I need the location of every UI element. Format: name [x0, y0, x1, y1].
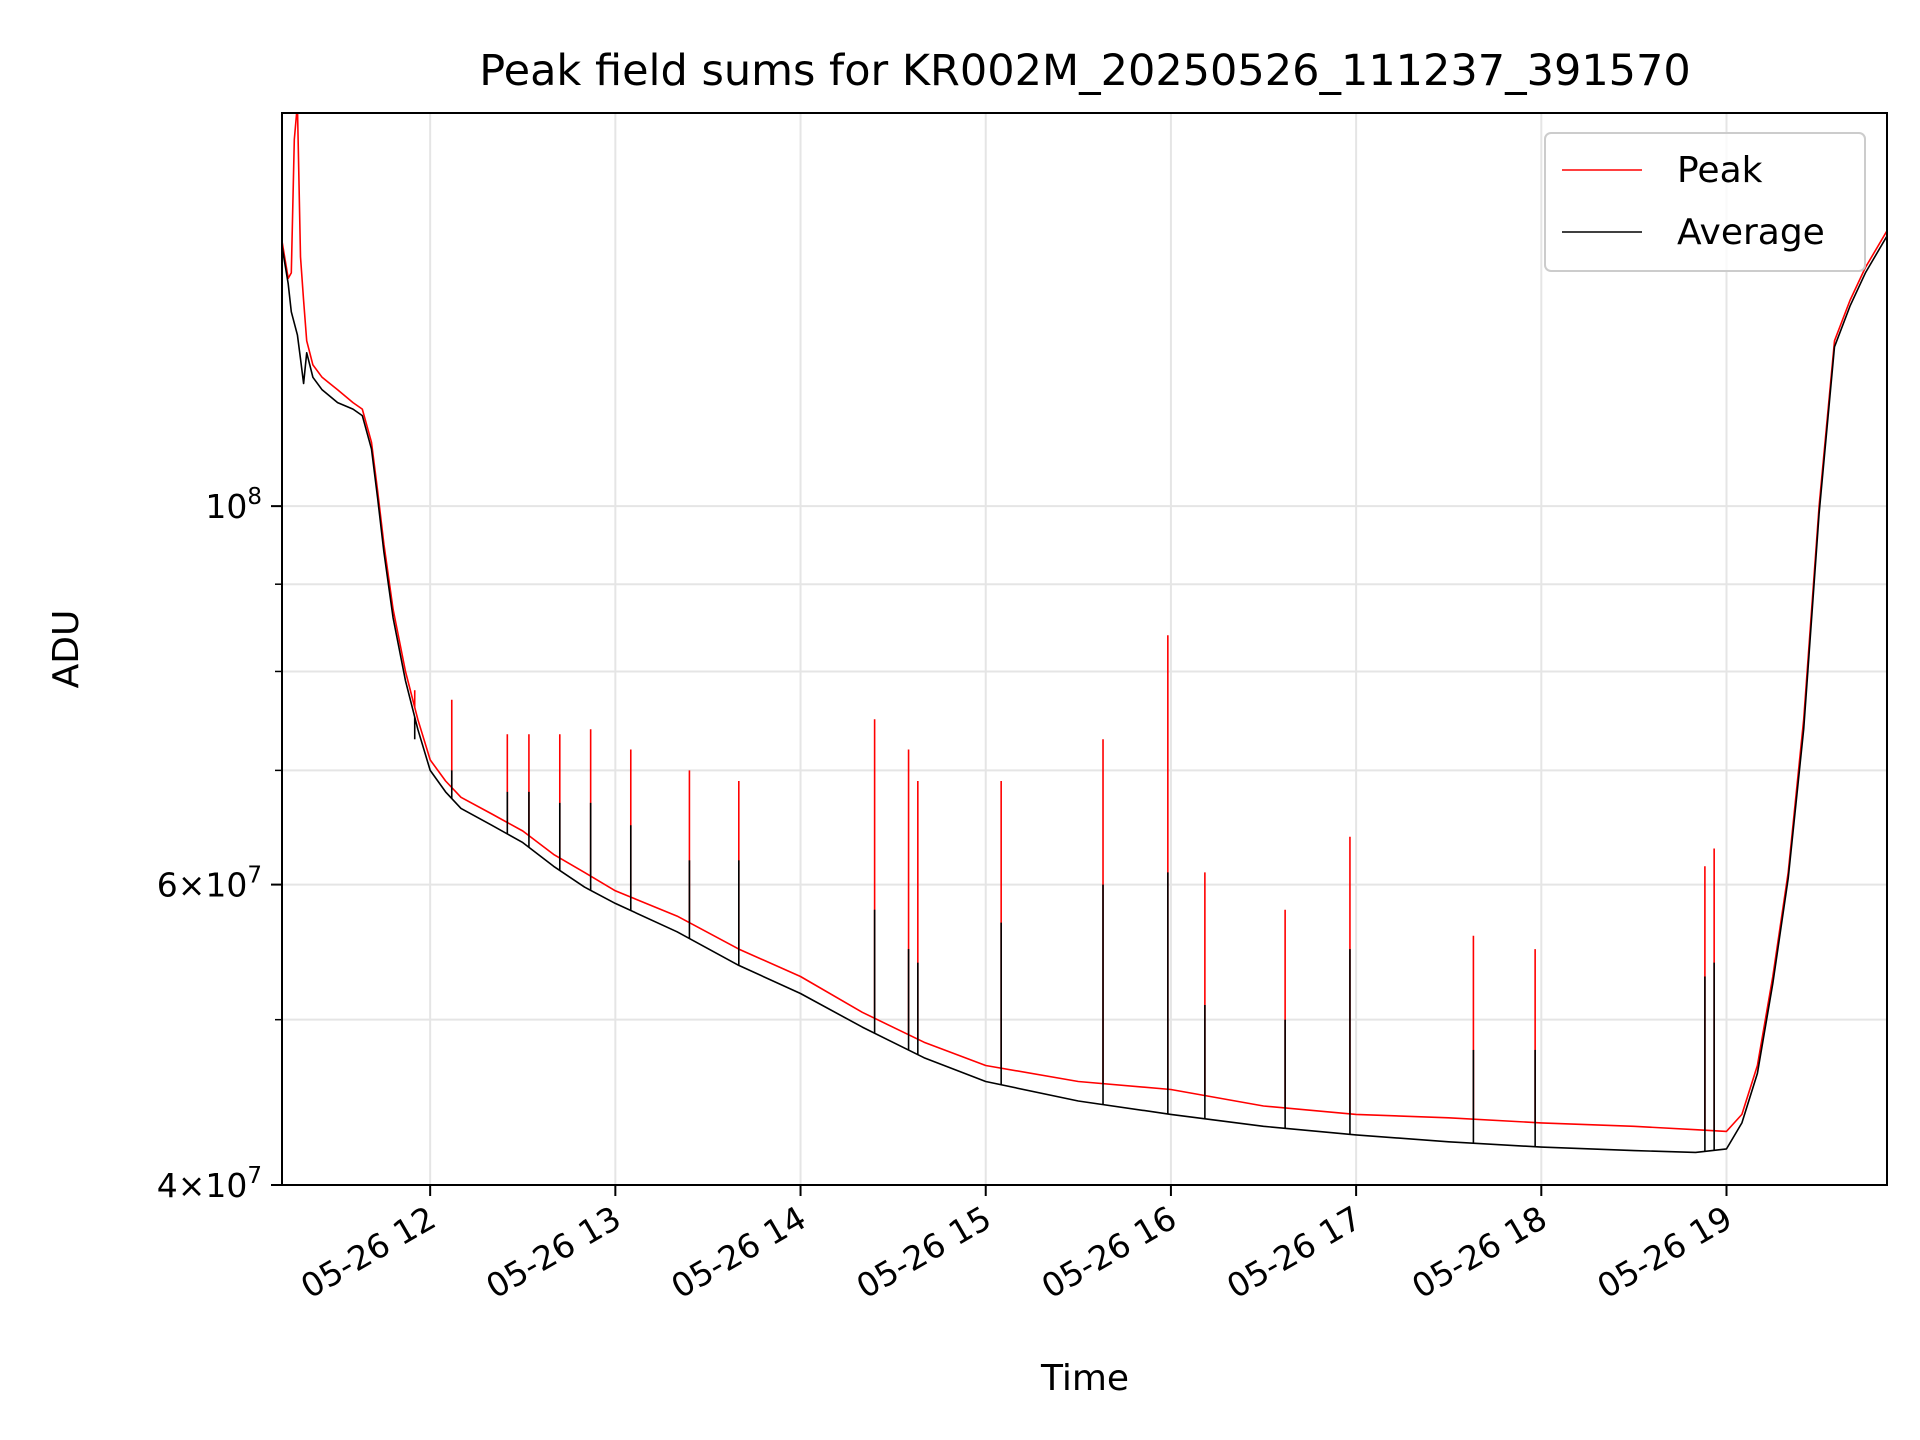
y-tick-label: 108	[205, 484, 262, 526]
y-tick-label: 4×107	[157, 1163, 262, 1205]
chart-title: Peak field sums for KR002M_20250526_1112…	[479, 46, 1691, 96]
grid-lines	[282, 113, 1887, 1186]
y-tick-label: 6×107	[157, 863, 262, 905]
plot-frame	[281, 112, 1888, 1186]
legend-label-average: Average	[1677, 212, 1825, 253]
spike-layer	[413, 635, 1715, 1152]
plot-area	[282, 113, 1887, 1154]
legend-label-peak: Peak	[1677, 150, 1763, 191]
series-line-peak	[282, 113, 1887, 1133]
series-layer	[282, 113, 1887, 1154]
legend-box	[1544, 132, 1866, 272]
legend: Peak Average	[1544, 132, 1866, 272]
y-axis-ticks: 4×107 6×107 108	[157, 484, 282, 1205]
x-axis-label: Time	[1040, 1358, 1129, 1399]
y-axis-label: ADU	[46, 610, 87, 689]
series-line-average	[282, 235, 1887, 1154]
